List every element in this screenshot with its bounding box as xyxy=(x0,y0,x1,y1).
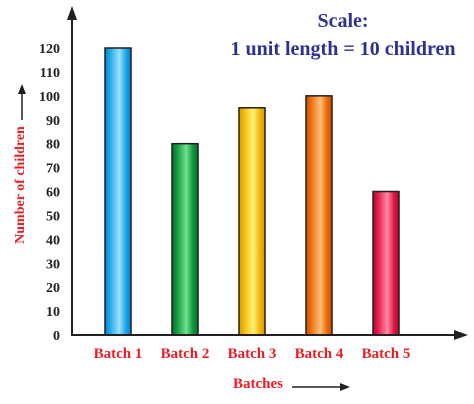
y-tick-label: 50 xyxy=(46,209,60,224)
y-tick-label: 90 xyxy=(46,114,60,129)
y-tick-label: 30 xyxy=(46,257,60,272)
y-tick-label: 20 xyxy=(46,281,60,296)
x-category-label: Batch 5 xyxy=(362,346,411,362)
bars-group xyxy=(104,47,400,336)
y-tick-label: 120 xyxy=(39,42,60,57)
chart-title-line2: 1 unit length = 10 children xyxy=(231,38,456,60)
y-axis-title: Number of children xyxy=(13,126,28,244)
y-tick-label: 40 xyxy=(46,233,60,248)
y-axis-title-arrow xyxy=(18,84,26,120)
y-tick-label: 0 xyxy=(53,329,60,344)
y-tick-label: 100 xyxy=(39,90,60,105)
x-axis-title-arrow xyxy=(292,383,350,391)
bar-1 xyxy=(104,47,132,336)
x-category-label: Batch 4 xyxy=(295,346,344,362)
bar-4 xyxy=(305,95,333,336)
y-tick-label: 10 xyxy=(46,305,60,320)
bar-5 xyxy=(372,190,400,336)
y-tick-label: 80 xyxy=(46,138,60,153)
x-axis-arrowhead xyxy=(454,330,468,340)
x-category-label: Batch 3 xyxy=(228,346,277,362)
x-category-labels: Batch 1 Batch 2 Batch 3 Batch 4 Batch 5 xyxy=(94,346,411,362)
x-category-label: Batch 1 xyxy=(94,346,143,362)
y-axis-arrowhead xyxy=(67,6,77,20)
y-tick-label: 110 xyxy=(40,66,60,81)
x-axis-title: Batches xyxy=(233,376,283,392)
y-tick-label: 60 xyxy=(46,186,60,201)
bar-2 xyxy=(171,142,199,336)
chart-title-line1: Scale: xyxy=(317,10,368,32)
bar-3 xyxy=(238,107,266,336)
x-category-label: Batch 2 xyxy=(161,346,210,362)
y-tick-label: 70 xyxy=(46,162,60,177)
y-tick-labels: 0 10 20 30 40 50 60 70 80 90 100 110 120 xyxy=(39,42,60,344)
